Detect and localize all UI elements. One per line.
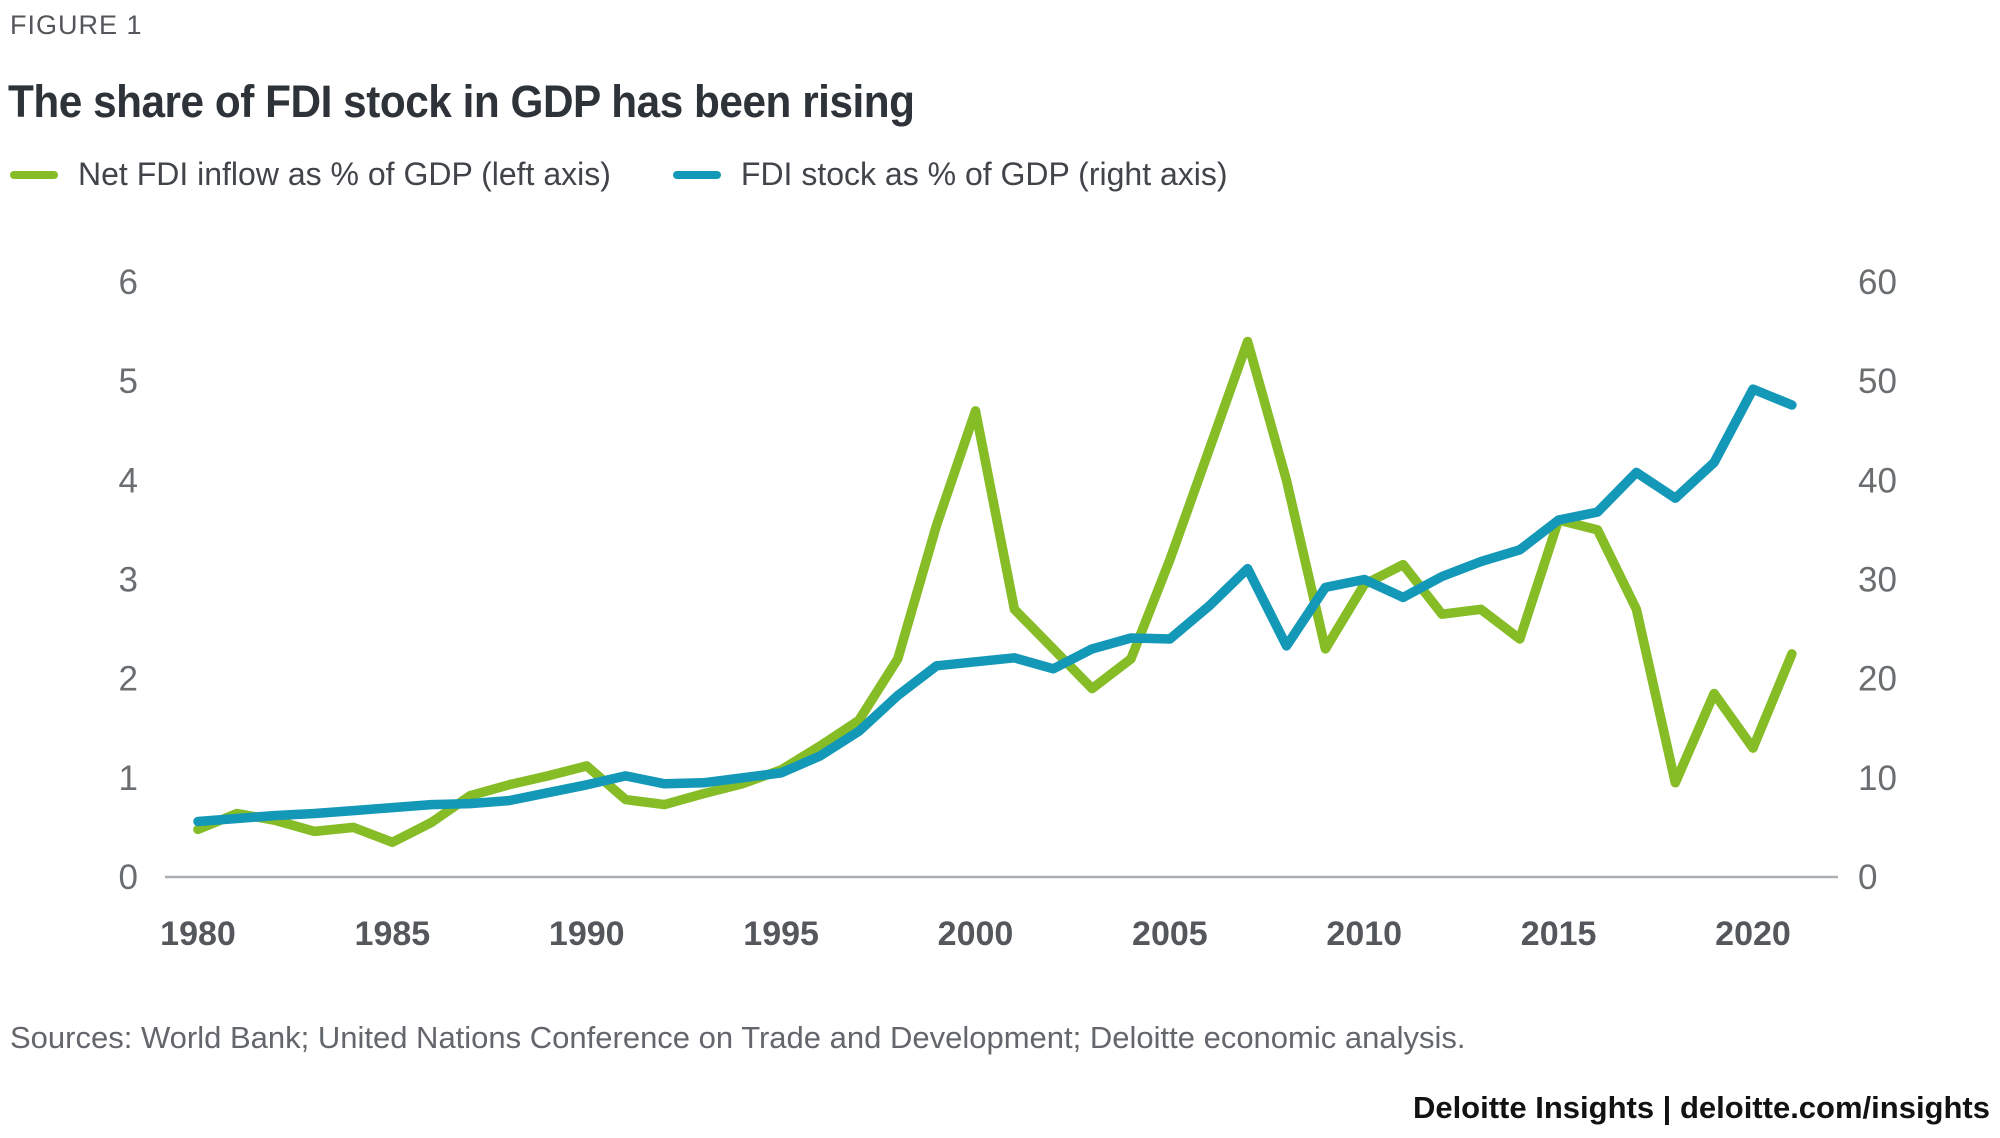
right-axis-tick-label: 0 — [1858, 858, 1877, 897]
right-axis-tick-label: 40 — [1858, 461, 1897, 500]
legend-item-net-fdi-inflow: Net FDI inflow as % of GDP (left axis) — [10, 156, 611, 193]
fdi-stock-line — [193, 384, 1797, 827]
figure-label: FIGURE 1 — [10, 10, 143, 40]
left-axis-tick-label: 2 — [119, 660, 138, 699]
left-axis-tick-label: 3 — [119, 561, 138, 600]
teal-line-swatch-icon — [672, 170, 721, 179]
x-axis-year-label: 2010 — [1326, 915, 1402, 953]
source-note: Sources: World Bank; United Nations Conf… — [10, 1020, 1466, 1055]
deloitte-insights-footer: Deloitte Insights | deloitte.com/insight… — [1412, 1090, 1990, 1125]
legend-label: FDI stock as % of GDP (right axis) — [740, 156, 1228, 192]
green-line-swatch-icon — [10, 170, 58, 179]
left-axis-tick-label: 0 — [119, 858, 138, 897]
chart-title: The share of FDI stock in GDP has been r… — [8, 76, 915, 128]
x-axis-year-label: 2005 — [1132, 915, 1208, 953]
right-axis-tick-label: 30 — [1858, 561, 1897, 600]
left-axis-tick-label: 1 — [119, 759, 138, 798]
left-axis-tick-label: 6 — [119, 263, 138, 302]
x-axis-year-label: 2000 — [938, 915, 1014, 953]
left-axis-tick-label: 5 — [119, 362, 138, 401]
chart-legend: Net FDI inflow as % of GDP (left axis) F… — [10, 156, 1290, 193]
x-axis-year-label: 1995 — [743, 915, 819, 953]
legend-label: Net FDI inflow as % of GDP (left axis) — [78, 156, 611, 192]
x-axis-year-label: 1980 — [160, 915, 236, 953]
legend-item-fdi-stock: FDI stock as % of GDP (right axis) — [672, 156, 1228, 193]
x-axis-year-label: 1990 — [549, 915, 625, 953]
right-axis-tick-label: 10 — [1858, 759, 1897, 798]
right-axis-tick-label: 60 — [1858, 263, 1897, 302]
x-axis-year-label: 1985 — [355, 915, 431, 953]
x-axis-year-label: 2015 — [1521, 915, 1597, 953]
right-axis-tick-label: 20 — [1858, 660, 1897, 699]
x-axis-year-label: 2020 — [1715, 915, 1791, 953]
right-axis-tick-label: 50 — [1858, 362, 1897, 401]
left-axis-tick-label: 4 — [119, 461, 138, 500]
net-fdi-inflow-line — [193, 336, 1797, 848]
